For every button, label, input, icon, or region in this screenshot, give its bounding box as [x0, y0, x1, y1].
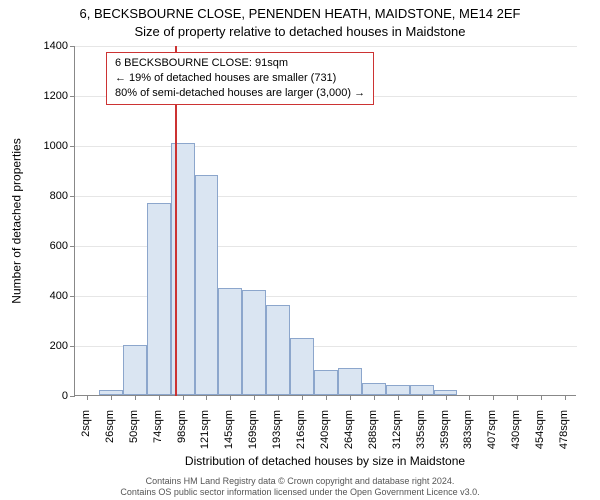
x-tick-label: 169sqm — [247, 410, 259, 460]
x-tick-label: 240sqm — [319, 410, 331, 460]
info-line-3: 80% of semi-detached houses are larger (… — [115, 86, 365, 101]
x-tick-label: 264sqm — [343, 410, 355, 460]
x-tick-mark — [87, 395, 88, 400]
x-tick-label: 430sqm — [510, 410, 522, 460]
gridline — [75, 146, 577, 147]
y-tick-label: 0 — [8, 390, 68, 402]
histogram-bar — [290, 338, 314, 396]
x-tick-label: 193sqm — [271, 410, 283, 460]
x-tick-label: 478sqm — [558, 410, 570, 460]
footer: Contains HM Land Registry data © Crown c… — [0, 476, 600, 498]
x-tick-mark — [254, 395, 255, 400]
x-tick-mark — [159, 395, 160, 400]
y-tick-mark — [70, 196, 75, 197]
x-tick-mark — [422, 395, 423, 400]
y-tick-label: 1000 — [8, 140, 68, 152]
x-tick-label: 216sqm — [295, 410, 307, 460]
x-tick-mark — [374, 395, 375, 400]
y-tick-mark — [70, 46, 75, 47]
x-tick-mark — [350, 395, 351, 400]
y-axis-label-text: Number of detached properties — [10, 138, 24, 303]
footer-line-2: Contains OS public sector information li… — [0, 487, 600, 498]
x-tick-mark — [278, 395, 279, 400]
x-tick-label: 74sqm — [152, 410, 164, 460]
x-tick-label: 407sqm — [486, 410, 498, 460]
x-tick-label: 288sqm — [367, 410, 379, 460]
histogram-bar — [410, 385, 434, 395]
address-title: 6, BECKSBOURNE CLOSE, PENENDEN HEATH, MA… — [0, 6, 600, 21]
y-tick-label: 400 — [8, 290, 68, 302]
y-tick-label: 600 — [8, 240, 68, 252]
y-tick-mark — [70, 146, 75, 147]
x-tick-mark — [541, 395, 542, 400]
x-tick-mark — [326, 395, 327, 400]
histogram-bar — [147, 203, 171, 396]
x-tick-mark — [230, 395, 231, 400]
histogram-bar — [218, 288, 242, 396]
x-tick-label: 50sqm — [128, 410, 140, 460]
x-tick-mark — [135, 395, 136, 400]
y-tick-mark — [70, 96, 75, 97]
histogram-bar — [195, 175, 219, 395]
x-tick-mark — [565, 395, 566, 400]
info-line-1: 6 BECKSBOURNE CLOSE: 91sqm — [115, 56, 365, 71]
x-tick-label: 2sqm — [80, 410, 92, 460]
histogram-bar — [242, 290, 266, 395]
x-tick-label: 312sqm — [391, 410, 403, 460]
gridline — [75, 196, 577, 197]
y-tick-mark — [70, 396, 75, 397]
histogram-bar — [338, 368, 362, 396]
x-tick-mark — [183, 395, 184, 400]
x-tick-label: 145sqm — [223, 410, 235, 460]
footer-line-1: Contains HM Land Registry data © Crown c… — [0, 476, 600, 487]
x-tick-mark — [111, 395, 112, 400]
x-tick-mark — [302, 395, 303, 400]
chart-area: 6 BECKSBOURNE CLOSE: 91sqm ← 19% of deta… — [74, 46, 576, 396]
histogram-bar — [266, 305, 290, 395]
x-tick-label: 383sqm — [462, 410, 474, 460]
gridline — [75, 46, 577, 47]
x-tick-mark — [446, 395, 447, 400]
x-tick-mark — [469, 395, 470, 400]
histogram-bar — [171, 143, 195, 396]
histogram-bar — [314, 370, 338, 395]
chart-container: 6, BECKSBOURNE CLOSE, PENENDEN HEATH, MA… — [0, 0, 600, 500]
x-tick-label: 335sqm — [415, 410, 427, 460]
x-tick-mark — [398, 395, 399, 400]
x-tick-label: 121sqm — [199, 410, 211, 460]
x-tick-label: 359sqm — [439, 410, 451, 460]
info-line-2: ← 19% of detached houses are smaller (73… — [115, 71, 365, 86]
x-tick-mark — [493, 395, 494, 400]
x-tick-mark — [517, 395, 518, 400]
info-box: 6 BECKSBOURNE CLOSE: 91sqm ← 19% of deta… — [106, 52, 374, 105]
histogram-bar — [123, 345, 147, 395]
x-tick-label: 98sqm — [176, 410, 188, 460]
y-tick-label: 1200 — [8, 90, 68, 102]
x-tick-mark — [206, 395, 207, 400]
histogram-bar — [362, 383, 386, 396]
y-tick-mark — [70, 346, 75, 347]
histogram-bar — [386, 385, 410, 395]
y-tick-mark — [70, 296, 75, 297]
x-tick-label: 26sqm — [104, 410, 116, 460]
y-tick-label: 1400 — [8, 40, 68, 52]
y-tick-mark — [70, 246, 75, 247]
chart-subtitle: Size of property relative to detached ho… — [0, 24, 600, 39]
y-tick-label: 800 — [8, 190, 68, 202]
x-tick-label: 454sqm — [534, 410, 546, 460]
y-tick-label: 200 — [8, 340, 68, 352]
